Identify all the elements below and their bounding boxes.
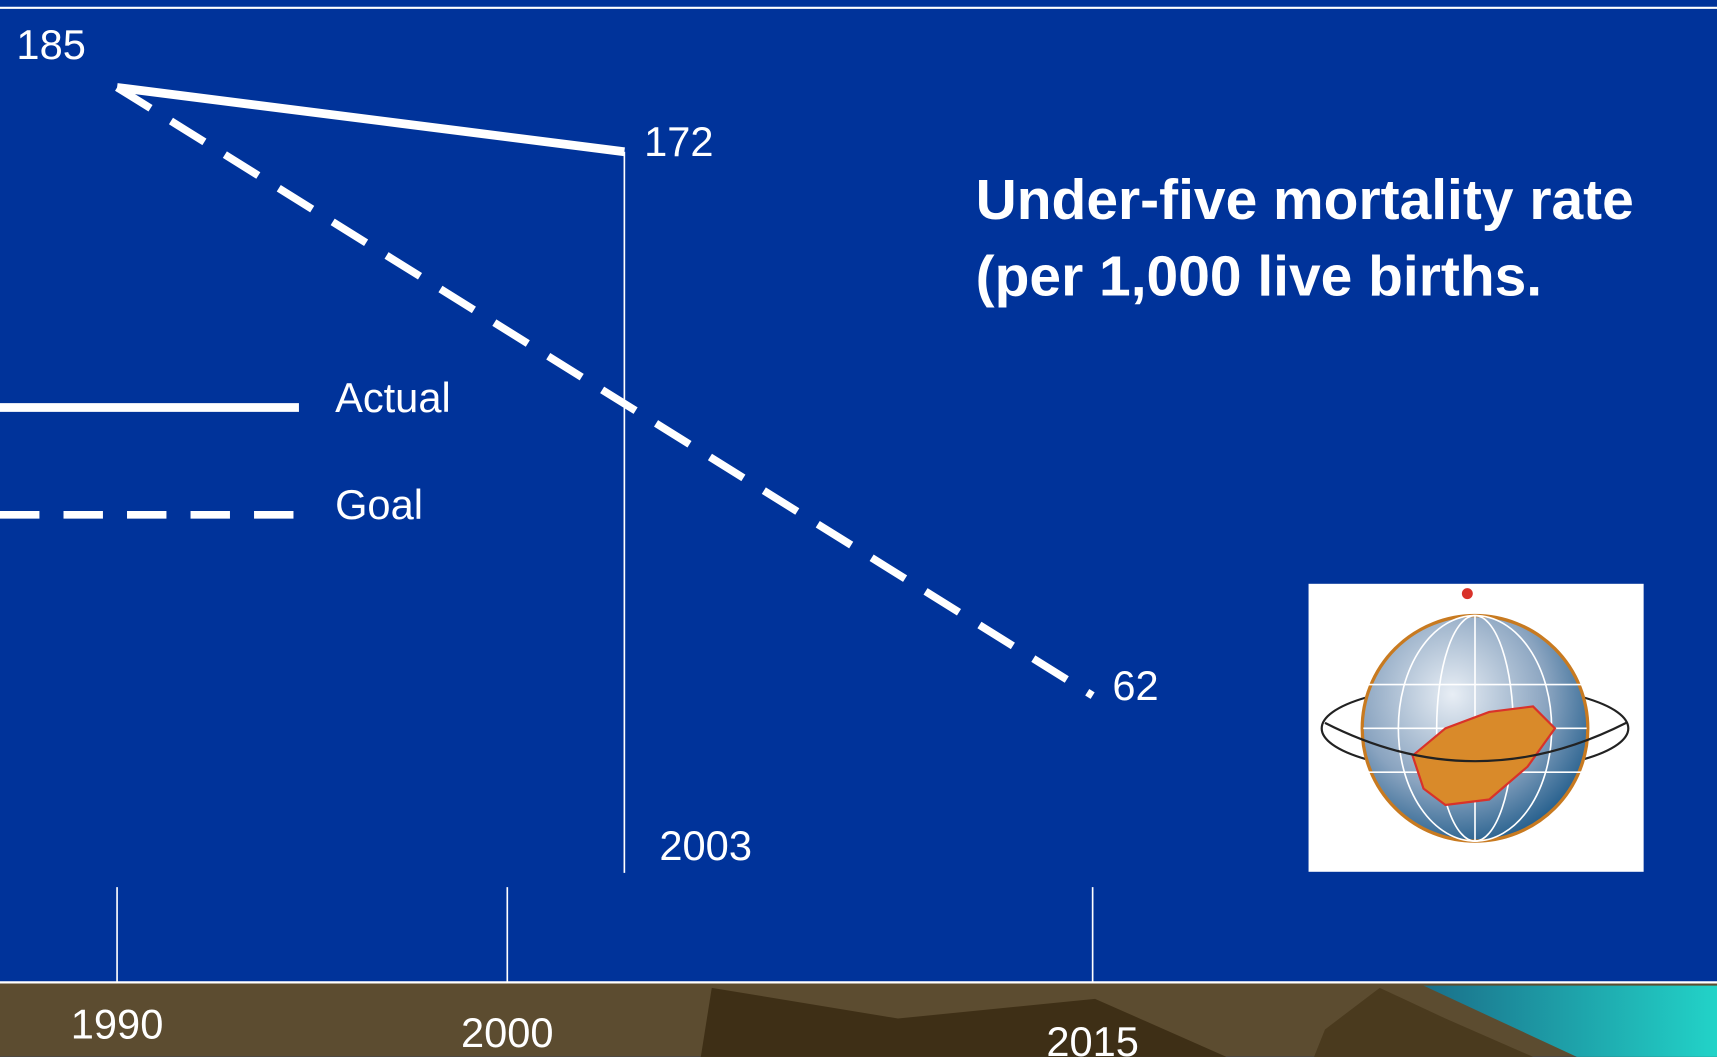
data-label: 172 xyxy=(644,118,713,165)
marker-label: 2003 xyxy=(659,822,752,869)
chart-title: (per 1,000 live births. xyxy=(976,245,1542,309)
legend-label: Actual xyxy=(335,374,451,421)
logo xyxy=(1308,583,1644,872)
x-tick-label: 1990 xyxy=(71,1000,164,1047)
x-tick-label: 2015 xyxy=(1046,1018,1139,1057)
chart-title: Under-five mortality rate xyxy=(976,168,1634,232)
footer-band xyxy=(0,981,1717,1057)
data-label: 62 xyxy=(1112,662,1158,709)
legend-label: Goal xyxy=(335,481,423,528)
data-label: 185 xyxy=(16,21,85,68)
x-tick-label: 2000 xyxy=(461,1009,554,1056)
series-line xyxy=(115,84,1095,699)
series-line xyxy=(116,83,625,157)
